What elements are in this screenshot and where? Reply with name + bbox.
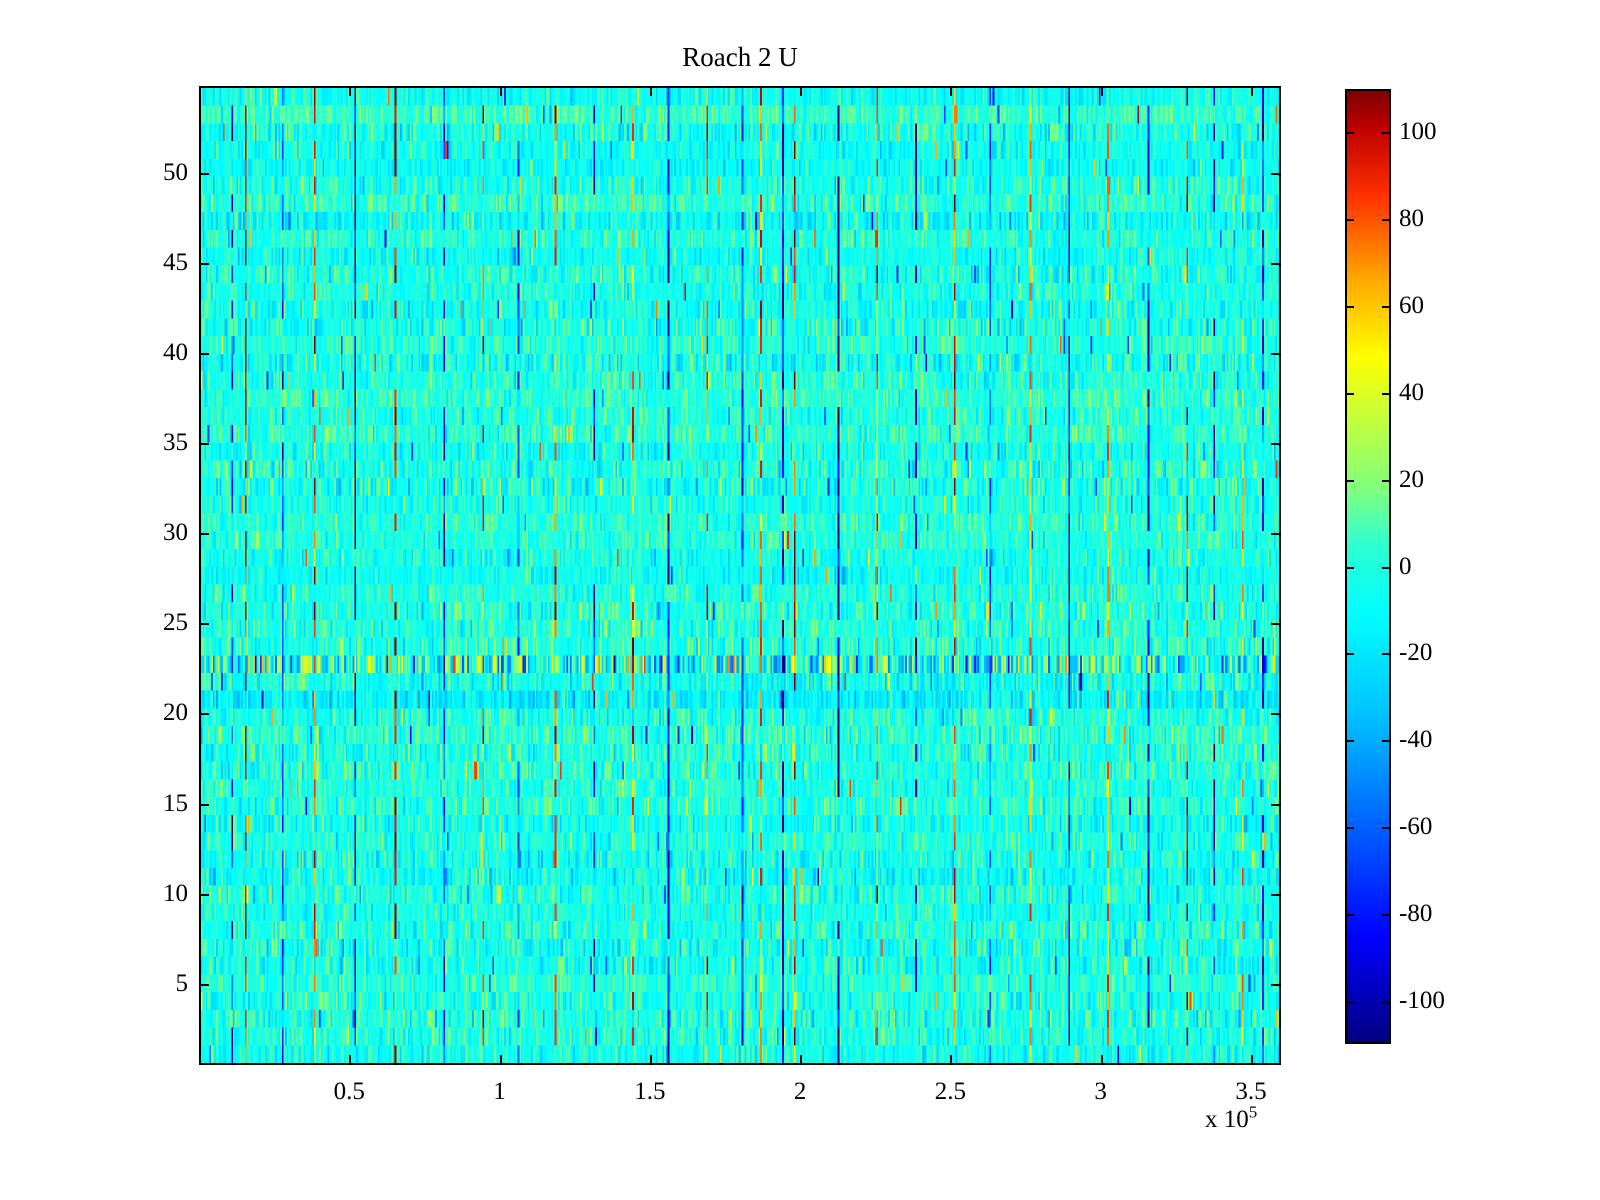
x-tick-mark [1100,1055,1103,1065]
y-tick-label: 35 [163,428,188,456]
colorbar-tick-label: 20 [1399,465,1424,493]
heatmap-axes[interactable] [199,86,1281,1065]
x-tick-label: 2 [793,1078,807,1105]
colorbar-tick-label: 100 [1399,118,1437,146]
x-tick-mark-top [349,86,352,96]
x-tick-mark-top [800,86,803,96]
x-tick-mark [649,1055,652,1065]
x-axis-exponent-label: x 105 [1205,1102,1258,1133]
y-tick-mark [199,352,209,355]
x-tick-mark-top [950,86,953,96]
colorbar-tick-label: 40 [1399,378,1424,406]
x-tick-mark-top [1100,86,1103,96]
x-tick-label: 0.5 [333,1078,365,1105]
colorbar-tick-label: -80 [1399,899,1433,927]
x-tick-mark-top [499,86,502,96]
y-tick-label: 50 [163,158,188,186]
y-tick-mark-right [1271,352,1281,355]
colorbar-tick-mark [1345,219,1354,222]
colorbar-tick-mark [1345,132,1354,135]
colorbar-tick-mark-right [1382,132,1391,135]
y-tick-label: 10 [163,879,188,907]
colorbar-tick-mark [1345,392,1354,395]
colorbar-tick-mark-right [1382,566,1391,569]
colorbar-tick-mark-right [1382,392,1391,395]
y-tick-label: 40 [163,338,188,366]
y-tick-mark-right [1271,713,1281,716]
x-tick-mark [349,1055,352,1065]
y-tick-mark [199,533,209,536]
y-tick-mark [199,983,209,986]
y-tick-mark-right [1271,533,1281,536]
y-tick-mark [199,623,209,626]
colorbar-tick-mark [1345,1000,1354,1003]
y-tick-label: 5 [175,969,189,997]
colorbar-tick-mark [1345,826,1354,829]
y-tick-mark [199,893,209,896]
colorbar-tick-label: 80 [1399,205,1424,233]
y-tick-mark [199,803,209,806]
colorbar-tick-mark-right [1382,306,1391,309]
colorbar-tick-mark-right [1382,740,1391,743]
y-tick-label: 25 [163,609,188,637]
y-tick-label: 20 [163,699,188,727]
x-tick-mark [950,1055,953,1065]
y-tick-label: 15 [163,789,188,817]
y-tick-label: 30 [163,519,188,547]
x-tick-mark [800,1055,803,1065]
y-tick-label: 45 [163,248,188,276]
colorbar-tick-mark [1345,653,1354,656]
y-tick-mark-right [1271,803,1281,806]
y-tick-mark-right [1271,172,1281,175]
y-tick-mark-right [1271,893,1281,896]
y-tick-mark [199,172,209,175]
y-tick-mark [199,713,209,716]
y-tick-mark-right [1271,442,1281,445]
colorbar-tick-mark [1345,740,1354,743]
colorbar-tick-mark [1345,479,1354,482]
x-tick-mark-top [1250,86,1253,96]
x-tick-mark [1250,1055,1253,1065]
y-tick-mark-right [1271,623,1281,626]
x-tick-mark [499,1055,502,1065]
x-tick-label: 1.5 [634,1078,666,1105]
x-tick-mark-top [649,86,652,96]
y-tick-mark [199,442,209,445]
colorbar-tick-mark [1345,566,1354,569]
x-tick-label: 3.5 [1235,1078,1267,1105]
y-tick-mark-right [1271,983,1281,986]
colorbar-tick-label: 60 [1399,292,1424,320]
x-tick-label: 2.5 [934,1078,966,1105]
colorbar-tick-label: 0 [1399,552,1412,580]
y-tick-mark [199,262,209,265]
colorbar-tick-mark-right [1382,219,1391,222]
colorbar-tick-mark-right [1382,826,1391,829]
heatmap-image [201,88,1279,1063]
x-tick-label: 3 [1094,1078,1107,1105]
x-tick-label: 1 [493,1078,506,1105]
colorbar-tick-label: -40 [1399,726,1433,754]
colorbar-tick-label: -60 [1399,812,1433,840]
colorbar-tick-mark-right [1382,653,1391,656]
colorbar-tick-mark [1345,913,1354,916]
colorbar-tick-label: -100 [1399,986,1445,1014]
colorbar-tick-mark [1345,306,1354,309]
page-title: Roach 2 U [682,42,798,72]
colorbar-tick-mark-right [1382,913,1391,916]
y-tick-mark-right [1271,262,1281,265]
colorbar-tick-label: -20 [1399,639,1433,667]
colorbar-tick-mark-right [1382,479,1391,482]
colorbar-tick-mark-right [1382,1000,1391,1003]
